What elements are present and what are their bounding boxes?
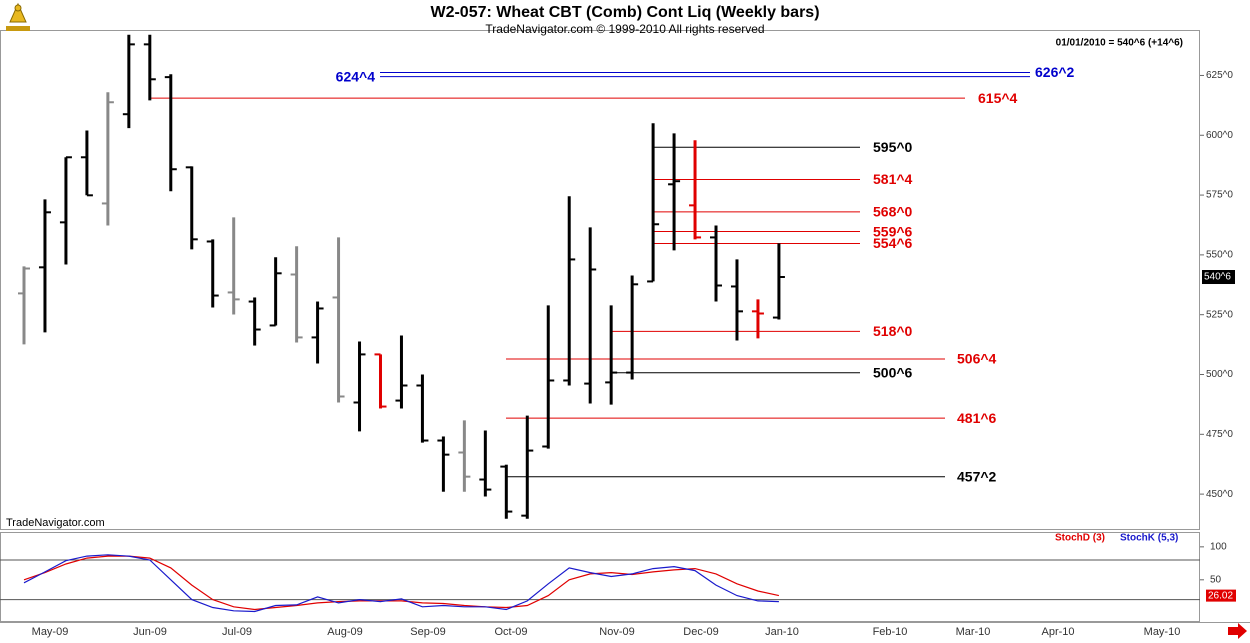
- chart-subtitle: TradeNavigator.com © 1999-2010 All right…: [485, 22, 764, 36]
- y-tick-label: 50: [1210, 574, 1222, 585]
- stoch-line: [23, 554, 779, 613]
- x-tick-label: Sep-09: [410, 626, 445, 638]
- level-label: 554^6: [873, 235, 913, 251]
- y-tick-label: 575^0: [1206, 190, 1233, 201]
- last-value-box: [1206, 589, 1236, 602]
- logo: [6, 2, 30, 31]
- level-label: 615^4: [978, 90, 1018, 106]
- level-label: 500^6: [873, 364, 913, 380]
- x-tick-label: Feb-10: [873, 626, 908, 638]
- y-tick-label: 100: [1210, 541, 1227, 552]
- level-label: 559^6: [873, 223, 913, 239]
- x-tick-label: May-10: [1144, 626, 1181, 638]
- stoch-panel: [0, 532, 1200, 622]
- level-label: 506^4: [957, 351, 997, 367]
- last-price-box: [1202, 270, 1235, 285]
- last-price-label: 540^6: [1204, 272, 1231, 283]
- y-tick-label: 500^0: [1206, 369, 1233, 380]
- level-label: 457^2: [957, 468, 997, 484]
- level-label: 518^0: [873, 323, 913, 339]
- x-tick-label: Dec-09: [683, 626, 718, 638]
- level-label: 595^0: [873, 139, 913, 155]
- scroll-arrow[interactable]: [1228, 623, 1247, 639]
- watermark: TradeNavigator.com: [6, 517, 105, 529]
- chart-title: W2-057: Wheat CBT (Comb) Cont Liq (Weekl…: [430, 4, 819, 21]
- level-label: 481^6: [957, 410, 997, 426]
- x-tick-label: Oct-09: [494, 626, 527, 638]
- legend-entry: StochK (5,3): [1120, 533, 1178, 544]
- y-tick-label: 525^0: [1206, 309, 1233, 320]
- x-tick-label: Aug-09: [327, 626, 362, 638]
- y-tick-label: 600^0: [1206, 130, 1233, 141]
- stoch-line: [23, 555, 780, 611]
- last-value-label: 26.02: [1208, 590, 1233, 601]
- x-tick-label: Mar-10: [956, 626, 991, 638]
- x-tick-label: Apr-10: [1041, 626, 1074, 638]
- x-tick-label: Jan-10: [765, 626, 799, 638]
- level-label: 626^2: [1035, 64, 1075, 80]
- level-label: 624^4: [336, 68, 376, 84]
- legend-entry: StochD (3): [1055, 533, 1105, 544]
- x-tick-label: Jul-09: [222, 626, 252, 638]
- y-tick-label: 450^0: [1206, 489, 1233, 500]
- x-tick-label: Jun-09: [133, 626, 167, 638]
- x-tick-label: May-09: [32, 626, 69, 638]
- level-label: 581^4: [873, 171, 913, 187]
- header-note: 01/01/2010 = 540^6 (+14^6): [1056, 38, 1183, 49]
- y-tick-label: 475^0: [1206, 429, 1233, 440]
- y-tick-label: 550^0: [1206, 250, 1233, 261]
- level-label: 568^0: [873, 204, 913, 220]
- price-panel: [0, 30, 1200, 530]
- x-tick-label: Nov-09: [599, 626, 634, 638]
- y-tick-label: 625^0: [1206, 70, 1233, 81]
